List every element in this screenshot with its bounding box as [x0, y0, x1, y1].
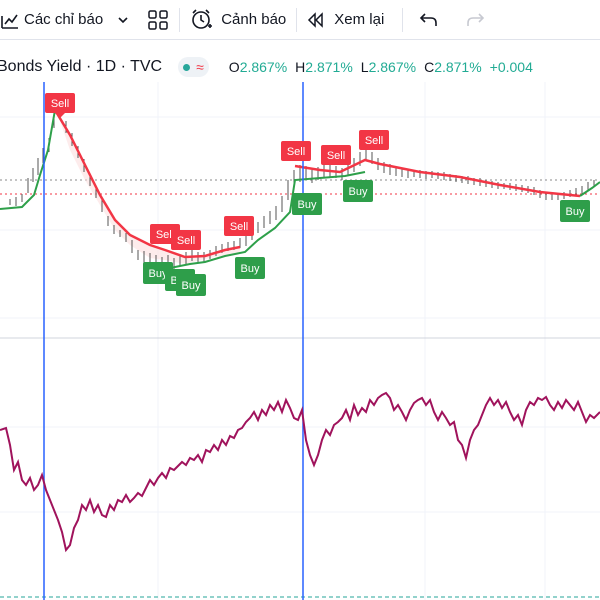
buy-signal-text: Buy — [566, 206, 585, 218]
replay-button[interactable]: Xem lại — [307, 0, 384, 40]
buy-signal-label: Buy — [292, 193, 322, 215]
buy-signal-text: Buy — [298, 199, 317, 211]
buy-signal-label: Buy — [343, 180, 373, 202]
alert-clock-icon — [192, 8, 213, 29]
ohlc-values: O2.867% H2.871% L2.867% C2.871% +0.004 — [229, 59, 533, 75]
sell-signal-label: Sell — [45, 93, 75, 118]
replay-label: Xem lại — [334, 11, 385, 28]
supertrend-down-line-2 — [294, 158, 581, 198]
buy-signal-label: Buy — [176, 274, 206, 296]
sell-signal-text: Sell — [156, 229, 174, 241]
sell-signal-text: Sell — [327, 150, 345, 162]
symbol-legend: Bonds Yield · 1D · TVC ≈ O2.867% H2.871%… — [0, 52, 600, 82]
sell-signal-label: Sell — [321, 145, 351, 165]
undo-icon — [420, 12, 438, 26]
buy-signal-label: Buy — [560, 200, 590, 222]
market-status-pill[interactable]: ≈ — [178, 57, 209, 77]
undo-button[interactable] — [419, 0, 439, 40]
supertrend-up-line-2 — [149, 171, 366, 273]
buy-signal-text: Buy — [349, 186, 368, 198]
approx-icon: ≈ — [196, 59, 204, 75]
chart-canvas[interactable]: Sell Sell Sell Sell Sell Sell Sell Buy B… — [0, 40, 600, 600]
market-open-dot-icon — [183, 63, 191, 71]
sell-signal-label: Sell — [171, 230, 201, 250]
change-value: +0.004 — [489, 59, 533, 75]
buy-signal-text: Buy — [149, 268, 168, 280]
sell-signal-text: Sell — [51, 98, 69, 110]
high-value: H2.871% — [295, 59, 353, 75]
layouts-grid-icon — [148, 9, 168, 30]
symbol-title[interactable]: Bonds Yield · 1D · TVC — [0, 58, 163, 75]
chevron-down-icon — [118, 16, 128, 23]
sell-signal-text: Sell — [287, 146, 305, 158]
supertrend-down-line — [53, 109, 241, 259]
sell-signal-label: Sell — [281, 141, 311, 161]
supertrend-up-line — [0, 109, 56, 210]
top-toolbar: Các chỉ báo Cảnh báo Xem lại — [0, 0, 600, 40]
indicators-label: Các chỉ báo — [24, 11, 104, 28]
toolbar-separator — [296, 7, 298, 32]
low-value: L2.867% — [360, 59, 417, 75]
buy-signal-label: Buy — [235, 257, 265, 279]
trend-fill — [55, 110, 240, 264]
buy-signal-text: Buy — [241, 263, 260, 275]
open-value: O2.867% — [228, 59, 288, 75]
indicators-dropdown-button[interactable] — [117, 0, 129, 40]
sell-signal-text: Sell — [365, 135, 383, 147]
sell-signal-text: Sell — [230, 221, 248, 233]
sell-signal-label: Sell — [359, 130, 389, 150]
oscillator-line — [0, 391, 600, 553]
redo-button[interactable] — [465, 0, 485, 40]
redo-icon — [467, 12, 485, 26]
buy-signal-text: Buy — [182, 280, 201, 292]
sell-signal-label: Sell — [224, 216, 254, 236]
alerts-button[interactable]: Cảnh báo — [190, 0, 286, 40]
alerts-label: Cảnh báo — [221, 11, 287, 28]
supertrend-up-line-3 — [579, 181, 600, 197]
toolbar-separator — [402, 7, 404, 32]
toolbar-separator — [179, 7, 181, 32]
sell-signal-text: Sell — [177, 235, 195, 247]
close-value: C2.871% — [424, 59, 482, 75]
indicators-button[interactable]: Các chỉ báo — [0, 0, 103, 40]
indicators-icon — [1, 14, 18, 29]
layouts-button[interactable] — [147, 0, 169, 40]
replay-icon — [308, 11, 324, 28]
